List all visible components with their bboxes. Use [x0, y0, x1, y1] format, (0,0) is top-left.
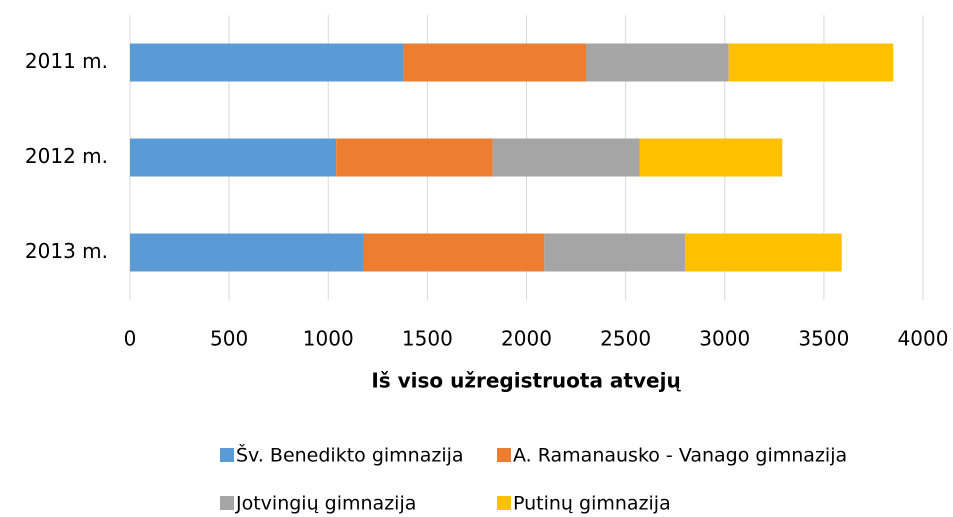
x-tick-label: 3000	[699, 327, 750, 351]
x-tick-label: 3500	[798, 327, 849, 351]
x-tick-label: 4000	[898, 327, 949, 351]
bar-segment	[544, 233, 686, 272]
bar-segment	[336, 138, 493, 177]
legend-label: Šv. Benedikto gimnazija	[236, 443, 464, 467]
x-tick-label: 2000	[501, 327, 552, 351]
legend-label: Jotvingių gimnazija	[235, 493, 416, 515]
y-tick-label: 2013 m.	[25, 239, 108, 263]
x-tick-label: 1500	[402, 327, 453, 351]
bar-segment	[363, 233, 545, 272]
bar-segment	[639, 138, 783, 177]
bar-segment	[130, 138, 337, 177]
legend-label: Putinų gimnazija	[513, 493, 671, 515]
x-axis-title: Iš viso užregistruota atvejų	[371, 369, 681, 393]
y-tick-label: 2012 m.	[25, 144, 108, 168]
x-tick-label: 2500	[600, 327, 651, 351]
legend-swatch	[497, 496, 511, 510]
legend-swatch	[220, 448, 234, 462]
x-tick-label: 500	[210, 327, 248, 351]
x-tick-label: 0	[124, 327, 137, 351]
bar-segment	[403, 43, 586, 82]
bar-segment	[585, 43, 729, 82]
legend-swatch	[497, 448, 511, 462]
bar-segment	[492, 138, 640, 177]
y-tick-label: 2011 m.	[25, 49, 108, 73]
bar-segment	[728, 43, 894, 82]
bar-segment	[130, 43, 404, 82]
legend-label: A. Ramanausko - Vanago gimnazija	[513, 445, 847, 467]
bar-segment	[130, 233, 364, 272]
legend-swatch	[220, 496, 234, 510]
x-tick-label: 1000	[303, 327, 354, 351]
bar-segment	[685, 233, 842, 272]
